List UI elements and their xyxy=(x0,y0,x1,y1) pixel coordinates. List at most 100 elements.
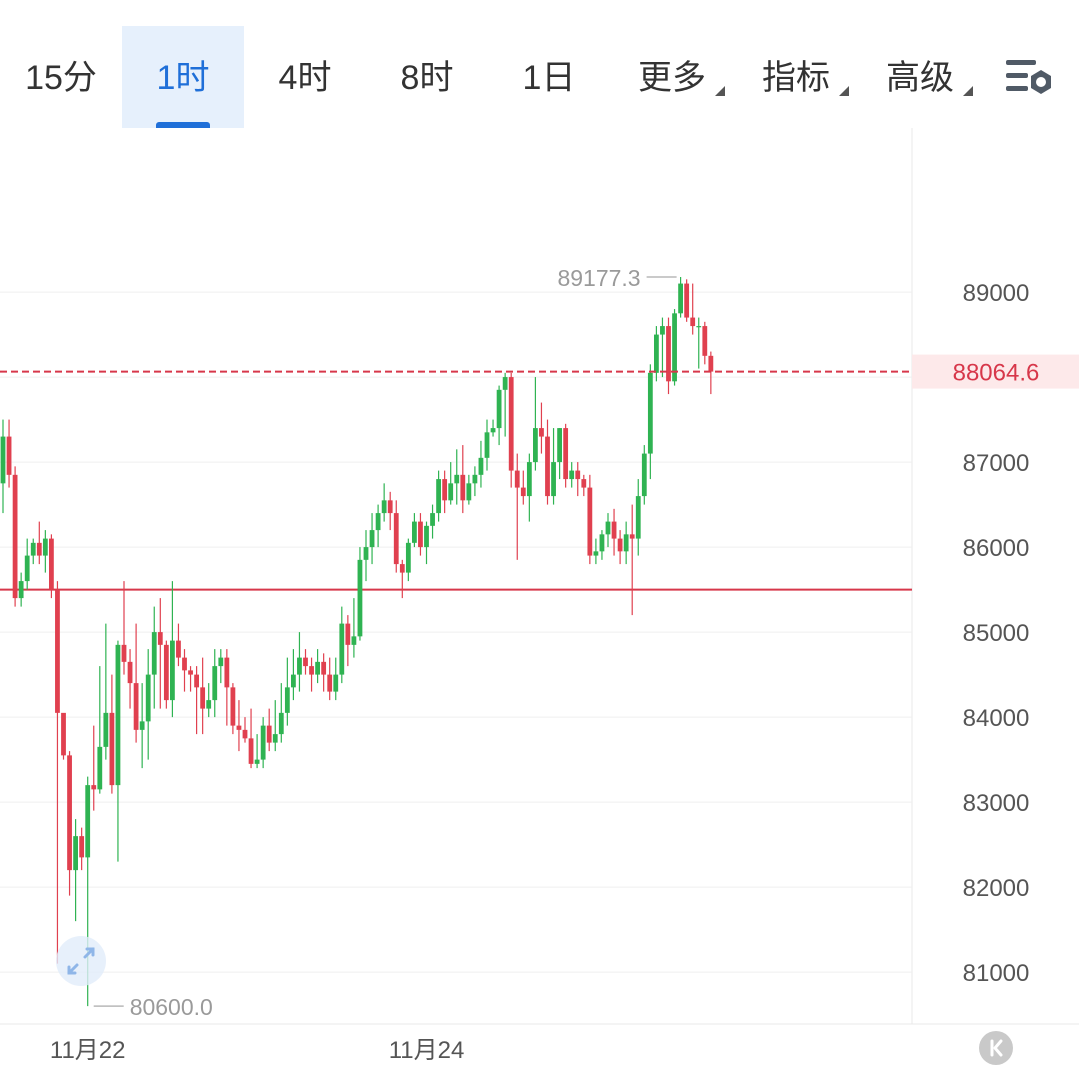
candle-body xyxy=(454,474,460,484)
high-price-label: 89177.3 xyxy=(557,265,640,291)
tab-2[interactable]: 4时 xyxy=(244,26,366,128)
candlestick-chart[interactable]: 81000 82000 83000 84000 85000 86000 87000 89000… xyxy=(0,128,1079,1077)
candle-body xyxy=(496,389,502,429)
tab-label: 1日 xyxy=(522,59,576,97)
candle-body xyxy=(629,534,635,539)
candle-body xyxy=(611,521,617,539)
timeframe-tab-bar: 15分 1时 4时 8时 1日 更多 指标 高级 xyxy=(0,0,1079,128)
candle-body xyxy=(508,377,514,471)
candle-body xyxy=(67,755,72,871)
candle-body xyxy=(593,551,599,556)
candle-body xyxy=(654,334,659,373)
expand-arrows-icon[interactable] xyxy=(56,936,106,986)
candle-body xyxy=(303,657,308,667)
candle-body xyxy=(254,759,260,764)
tab-0[interactable]: 15分 xyxy=(0,26,122,128)
candle-body xyxy=(260,725,266,760)
tab-label: 15分 xyxy=(25,59,97,97)
candle-body xyxy=(163,644,169,701)
candle-body xyxy=(502,377,508,390)
chart-settings-icon[interactable] xyxy=(1000,56,1058,102)
candle-body xyxy=(363,547,369,560)
candle-body xyxy=(436,479,441,514)
tab-4[interactable]: 1日 xyxy=(488,26,610,128)
candle-body xyxy=(42,538,48,556)
candle-body xyxy=(399,564,405,573)
candle-body xyxy=(520,487,526,497)
tab-label: 1时 xyxy=(156,59,210,97)
tab-3[interactable]: 8时 xyxy=(366,26,488,128)
candle-body xyxy=(460,474,466,501)
candle-body xyxy=(526,462,532,497)
x-tick-label: 11月22 xyxy=(50,1037,126,1064)
candle-body xyxy=(557,428,562,463)
candle-body xyxy=(91,785,97,790)
candle-body xyxy=(236,725,242,730)
candle-body xyxy=(18,581,24,599)
candle-body xyxy=(0,436,6,484)
last-price-box xyxy=(912,354,1079,389)
tab-label: 更多 xyxy=(638,59,706,97)
tab-label: 4时 xyxy=(278,59,332,97)
candle-body xyxy=(660,326,665,335)
candle-body xyxy=(708,355,714,372)
candle-body xyxy=(133,683,139,730)
candle-body xyxy=(696,326,702,328)
scroll-to-latest-icon[interactable] xyxy=(979,1031,1013,1065)
tab-7[interactable]: 高级 xyxy=(859,26,981,128)
y-tick-label: 85000 xyxy=(963,620,1030,647)
candle-body xyxy=(145,674,151,722)
candle-body xyxy=(242,729,248,739)
y-tick-label: 86000 xyxy=(963,535,1030,562)
candle-body xyxy=(139,721,145,730)
candle-body xyxy=(666,326,671,382)
candle-body xyxy=(569,470,575,480)
candle-body xyxy=(533,428,538,463)
y-tick-label: 82000 xyxy=(963,875,1030,902)
y-tick-label: 89000 xyxy=(963,280,1030,307)
candle-body xyxy=(472,474,478,484)
candle-body xyxy=(617,538,623,552)
candle-body xyxy=(647,372,653,454)
candle-body xyxy=(563,428,569,480)
candle-body xyxy=(581,479,587,488)
candle-body xyxy=(212,666,218,701)
candle-body xyxy=(327,674,333,692)
candle-body xyxy=(605,521,611,535)
candle-body xyxy=(369,530,375,548)
candle-body xyxy=(79,836,85,858)
last-price-label: 88064.6 xyxy=(953,360,1040,387)
candle-body xyxy=(266,725,272,743)
candle-body xyxy=(109,712,115,786)
tab-label: 高级 xyxy=(886,59,954,97)
candle-body xyxy=(121,644,127,662)
candle-body xyxy=(248,738,254,764)
candle-body xyxy=(339,623,345,675)
y-tick-label: 81000 xyxy=(963,960,1030,987)
candle-body xyxy=(333,674,339,692)
candle-body xyxy=(127,661,133,684)
candle-body xyxy=(291,674,296,688)
tab-1[interactable]: 1时 xyxy=(122,26,244,128)
candle-body xyxy=(478,457,484,475)
candle-body xyxy=(672,313,677,382)
y-tick-label: 87000 xyxy=(963,450,1030,477)
candle-body xyxy=(188,670,193,675)
candle-body xyxy=(575,470,581,480)
candle-body xyxy=(405,542,411,573)
candle-body xyxy=(641,453,647,497)
candle-body xyxy=(218,657,224,667)
tab-6[interactable]: 指标 xyxy=(735,26,857,128)
candle-body xyxy=(49,538,54,590)
candle-body xyxy=(351,636,357,645)
candle-body xyxy=(309,666,314,675)
tab-5[interactable]: 更多 xyxy=(611,26,733,128)
candle-body xyxy=(387,500,393,514)
candle-body xyxy=(284,687,290,713)
candle-body xyxy=(194,674,199,688)
candle-body xyxy=(466,483,472,501)
candle-body xyxy=(157,632,163,645)
candle-body xyxy=(357,559,363,637)
candle-body xyxy=(115,644,121,786)
candle-body xyxy=(55,589,60,713)
